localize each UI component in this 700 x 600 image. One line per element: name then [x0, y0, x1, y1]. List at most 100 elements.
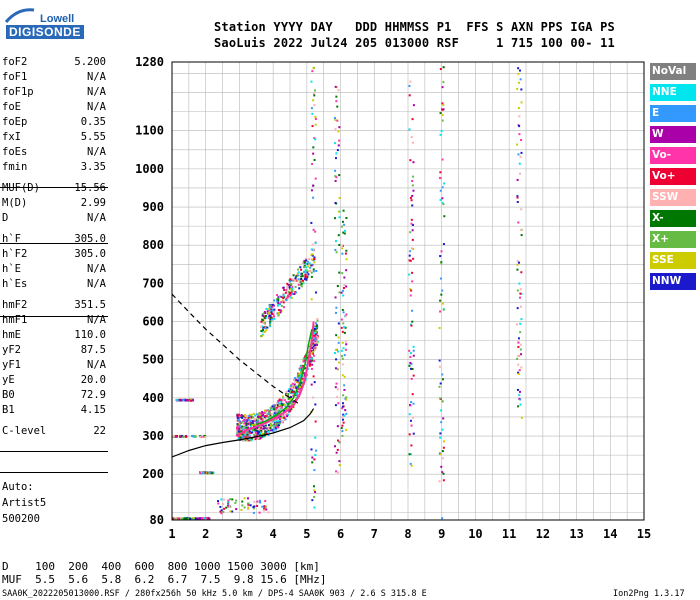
echo-dot [316, 336, 319, 339]
echo-dot [306, 271, 309, 274]
echo-dot [274, 421, 277, 424]
echo-dot [312, 270, 315, 273]
echo-dot [411, 204, 414, 207]
echo-dot [343, 354, 346, 357]
param-value: 5.55 [80, 131, 106, 143]
echo-dot [236, 430, 239, 433]
echo-dot [305, 259, 308, 262]
echo-dot [412, 354, 415, 357]
echo-dot [342, 231, 345, 234]
echo-dot [302, 266, 305, 269]
param-value: 2.99 [80, 197, 106, 209]
echo-dot [269, 321, 272, 324]
echo-dot [270, 408, 273, 411]
echo-dot [294, 377, 297, 380]
echo-dot [262, 425, 265, 428]
echo-dot [296, 375, 299, 378]
echo-dot [185, 399, 188, 402]
echo-dot [438, 480, 441, 483]
echo-dot [287, 390, 290, 393]
echo-dot [249, 417, 252, 420]
echo-dot [273, 299, 276, 302]
echo-dot [250, 425, 253, 428]
x-trace-line [256, 329, 313, 426]
param-key: foEp [2, 116, 28, 128]
echo-dot [301, 377, 304, 380]
echo-dot [410, 218, 413, 221]
echo-dot [259, 501, 262, 504]
echo-dot [248, 439, 251, 442]
echo-dot [247, 426, 250, 429]
echo-dot [314, 242, 317, 245]
echo-dot [409, 323, 412, 326]
echo-dot [520, 234, 523, 237]
param-row-h-f2: h`F2 305.0 [2, 248, 106, 262]
param-row-ye: yE 20.0 [2, 374, 106, 388]
param-row-foep: foEp 0.35 [2, 116, 106, 130]
echo-dot [313, 257, 316, 260]
echo-dot [294, 279, 297, 282]
echo-dot [250, 423, 253, 426]
separator [0, 451, 108, 452]
echo-dot [241, 500, 244, 503]
echo-dot [264, 314, 267, 317]
echo-dot [308, 258, 311, 261]
echo-dot [338, 243, 341, 246]
param-key: M(D) [2, 197, 28, 209]
echo-dot [310, 271, 313, 274]
echo-dot [408, 273, 411, 276]
echo-dot [314, 403, 317, 406]
echo-dot [334, 445, 337, 448]
echo-dot [519, 78, 522, 81]
echo-dot [279, 408, 282, 411]
echo-dot [336, 105, 339, 108]
echo-dot [440, 129, 443, 132]
echo-dot [343, 223, 346, 226]
echo-dot [276, 304, 279, 307]
echo-dot [298, 388, 301, 391]
echo-dot [263, 411, 266, 414]
y-tick-label: 600 [142, 315, 164, 329]
echo-dot [239, 430, 242, 433]
echo-dot [262, 417, 265, 420]
echo-dot [295, 378, 298, 381]
echo-dot [281, 420, 284, 423]
echo-dot [277, 426, 280, 429]
echo-dot [517, 337, 520, 340]
echo-dot [283, 296, 286, 299]
param-value: 3.35 [80, 161, 106, 173]
echo-dot [263, 321, 266, 324]
echo-dot [245, 427, 248, 430]
echo-dot [292, 384, 295, 387]
echo-dot [311, 363, 314, 366]
echo-dot [282, 301, 285, 304]
echo-dot [334, 311, 337, 314]
echo-dot [274, 424, 277, 427]
echo-dot [261, 313, 264, 316]
echo-dot [196, 517, 199, 520]
param-value: 110.0 [74, 329, 106, 341]
echo-dot [244, 418, 247, 421]
echo-dots [172, 66, 523, 521]
echo-dot [264, 506, 267, 509]
echo-dot [439, 310, 442, 313]
echo-dot [277, 301, 280, 304]
echo-dot [274, 419, 277, 422]
echo-dot [310, 367, 313, 370]
echo-dot [440, 262, 443, 265]
echo-dot [341, 424, 344, 427]
echo-dot [251, 423, 254, 426]
echo-dot [278, 424, 281, 427]
echo-dot [441, 289, 444, 292]
echo-dot [227, 499, 230, 502]
echo-dot [264, 430, 267, 433]
echo-dot [303, 264, 306, 267]
echo-dot [185, 435, 188, 438]
echo-dot [263, 325, 266, 328]
echo-dot [247, 424, 250, 427]
echo-dot [298, 367, 301, 370]
echo-dot [238, 427, 241, 430]
echo-dot [286, 294, 289, 297]
separator [0, 472, 108, 473]
param-row-fof1p: foF1p N/A [2, 86, 106, 100]
